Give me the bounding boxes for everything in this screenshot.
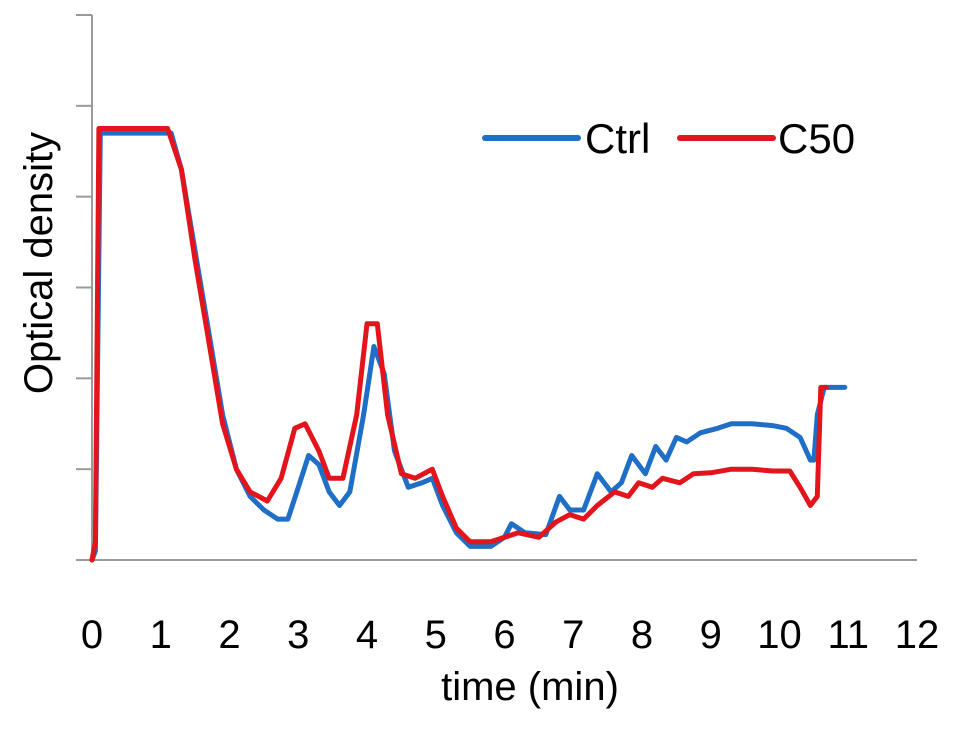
x-tick-label-12: 12 <box>895 613 940 657</box>
legend: Ctrl C50 <box>482 115 855 162</box>
series-line-c50 <box>89 126 829 563</box>
x-tick-label-3: 3 <box>287 613 309 657</box>
legend-label-c50: C50 <box>778 115 855 162</box>
x-tick-label-4: 4 <box>356 613 378 657</box>
x-tick-label-10: 10 <box>757 613 802 657</box>
x-tick-label-1: 1 <box>150 613 172 657</box>
x-tick-labels: 0 1 2 3 4 5 6 7 8 9 10 11 12 <box>81 613 939 657</box>
x-tick-label-8: 8 <box>631 613 653 657</box>
x-tick-label-0: 0 <box>81 613 103 657</box>
series-lines <box>89 126 848 563</box>
x-tick-label-5: 5 <box>425 613 447 657</box>
x-tick-label-11: 11 <box>827 613 869 657</box>
x-axis-title: time (min) <box>441 665 619 709</box>
x-tick-label-7: 7 <box>562 613 584 657</box>
legend-label-ctrl: Ctrl <box>585 115 650 162</box>
x-tick-label-6: 6 <box>493 613 515 657</box>
y-axis-title: Optical density <box>17 132 61 394</box>
x-tick-label-2: 2 <box>218 613 240 657</box>
series-line-ctrl <box>89 130 848 563</box>
y-ticks <box>76 14 92 561</box>
x-tick-label-9: 9 <box>700 613 722 657</box>
